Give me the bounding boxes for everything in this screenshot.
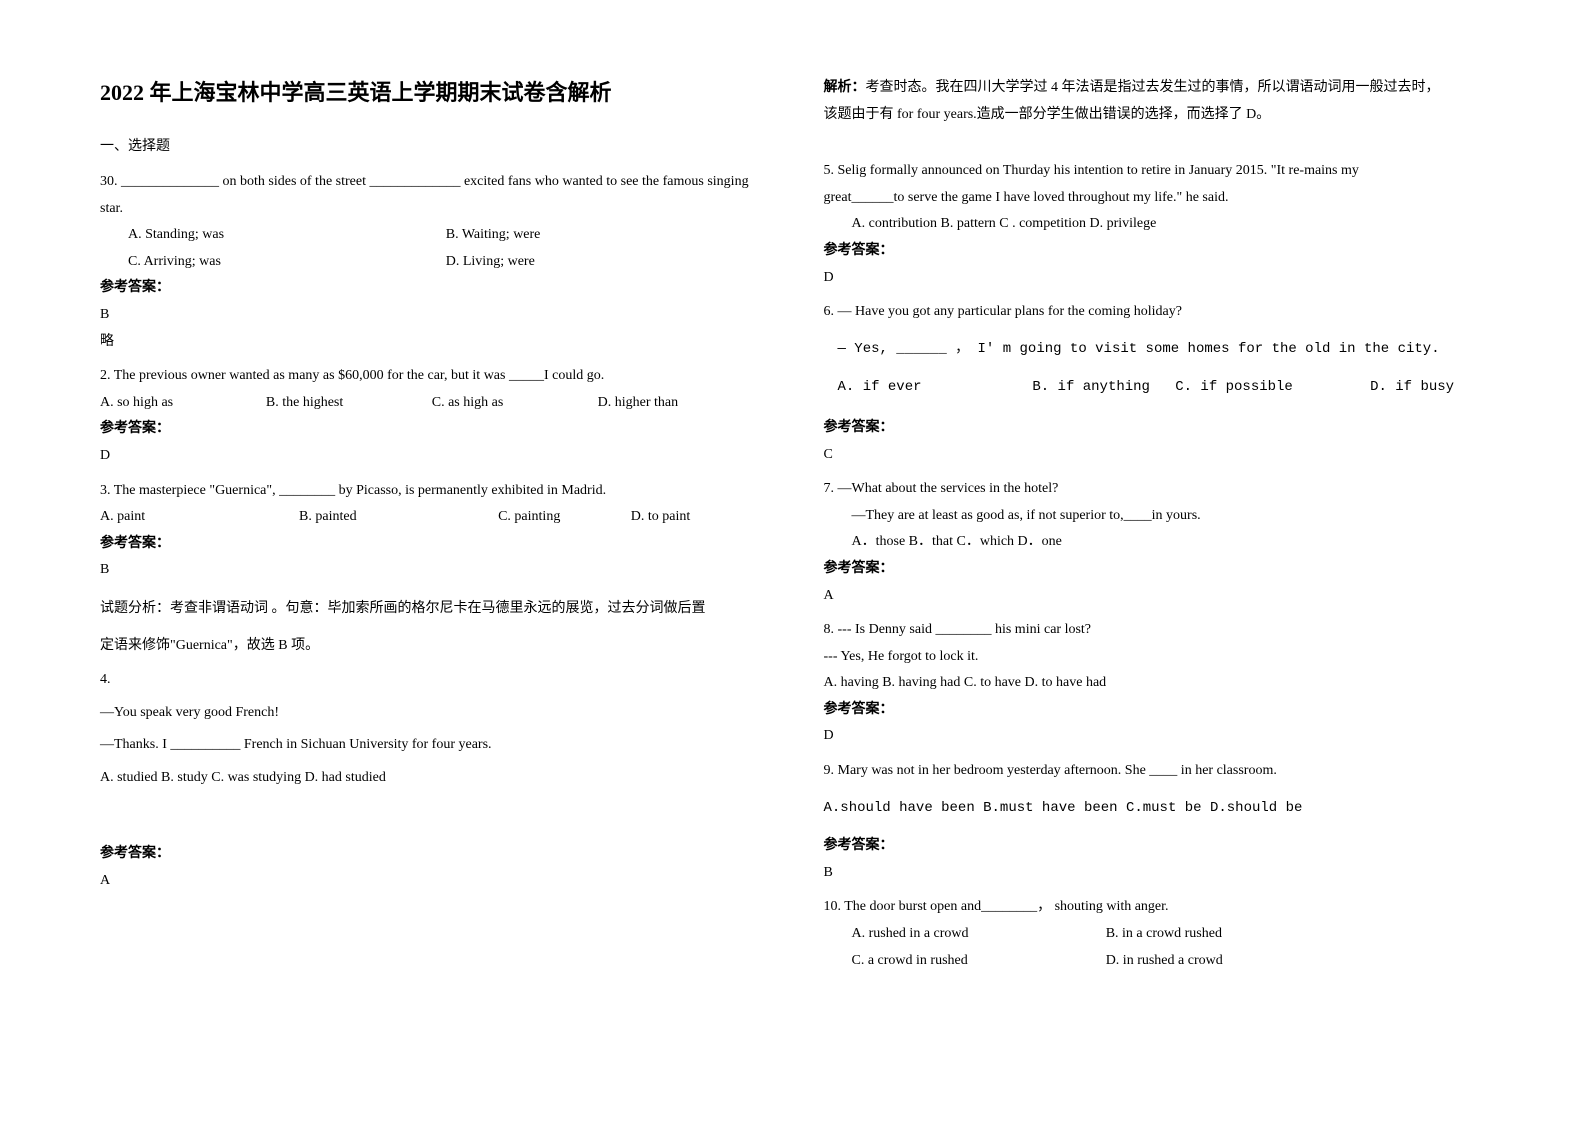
options-line: A. having B. having had C. to have D. to…: [824, 670, 1488, 697]
option-b: B. in a crowd rushed: [1106, 921, 1222, 948]
options-line: A. contribution B. pattern C . competiti…: [824, 211, 1488, 238]
option-a: A. Standing; was: [128, 222, 446, 249]
option-row: C. Arriving; was D. Living; were: [100, 249, 764, 276]
question-text: 10. The door burst open and________， sho…: [824, 894, 1488, 921]
question-30: 30. ______________ on both sides of the …: [100, 169, 764, 355]
dialog-line: —Thanks. I __________ French in Sichuan …: [100, 732, 764, 759]
option-c: C. as high as: [432, 390, 598, 417]
question-text: 9. Mary was not in her bedroom yesterday…: [824, 758, 1488, 785]
answer-value: B: [824, 860, 1488, 887]
option-row: A. Standing; was B. Waiting; were: [100, 222, 764, 249]
option-row: A. rushed in a crowd B. in a crowd rushe…: [824, 921, 1488, 948]
dialog-line: — Yes, ______ ， I' m going to visit some…: [824, 336, 1488, 363]
question-text: 3. The masterpiece "Guernica", ________ …: [100, 478, 764, 505]
question-text: 5. Selig formally announced on Thurday h…: [824, 158, 1488, 185]
question-3: 3. The masterpiece "Guernica", ________ …: [100, 478, 764, 660]
answer-label: 参考答案：: [824, 556, 1488, 583]
option-d: D. higher than: [598, 390, 764, 417]
page-root: 2022 年上海宝林中学高三英语上学期期末试卷含解析 一、选择题 30. ___…: [100, 75, 1487, 982]
option-c: C. a crowd in rushed: [852, 948, 1106, 975]
question-text: great______to serve the game I have love…: [824, 185, 1488, 212]
option-b: B. Waiting; were: [446, 222, 764, 249]
doc-title: 2022 年上海宝林中学高三英语上学期期末试卷含解析: [100, 75, 764, 107]
answer-value: C: [824, 442, 1488, 469]
question-8: 8. --- Is Denny said ________ his mini c…: [824, 617, 1488, 750]
explain-line: 定语来修饰"Guernica"，故选 B 项。: [100, 633, 764, 660]
option-d: D. in rushed a crowd: [1106, 948, 1223, 975]
question-4: 4. —You speak very good French! —Thanks.…: [100, 667, 764, 895]
answer-label: 参考答案：: [824, 833, 1488, 860]
answer-value: D: [824, 265, 1488, 292]
question-6: 6. — Have you got any particular plans f…: [824, 299, 1488, 468]
option-c: C. painting: [498, 504, 631, 531]
option-row: C. a crowd in rushed D. in rushed a crow…: [824, 948, 1488, 975]
left-column: 2022 年上海宝林中学高三英语上学期期末试卷含解析 一、选择题 30. ___…: [100, 75, 764, 982]
option-b: B. the highest: [266, 390, 432, 417]
question-text: 7. —What about the services in the hotel…: [824, 476, 1488, 503]
right-column: 解析：考查时态。我在四川大学学过 4 年法语是指过去发生过的事情，所以谓语动词用…: [824, 75, 1488, 982]
options-line: A.should have been B.must have been C.mu…: [824, 795, 1488, 822]
question-10: 10. The door burst open and________， sho…: [824, 894, 1488, 974]
option-a: A. so high as: [100, 390, 266, 417]
explain-label: 解析：: [824, 80, 866, 95]
options-line: A. studied B. study C. was studying D. h…: [100, 765, 764, 792]
answer-note: 略: [100, 329, 764, 356]
answer-value: D: [100, 443, 764, 470]
question-7: 7. —What about the services in the hotel…: [824, 476, 1488, 609]
answer-label: 参考答案：: [100, 531, 764, 558]
option-a: A. rushed in a crowd: [852, 921, 1106, 948]
explain-text: 考查时态。我在四川大学学过 4 年法语是指过去发生过的事情，所以谓语动词用一般过…: [866, 80, 1440, 95]
question-num: 4.: [100, 667, 764, 694]
option-d: D. if busy: [1370, 374, 1487, 401]
explain-line: 解析：考查时态。我在四川大学学过 4 年法语是指过去发生过的事情，所以谓语动词用…: [824, 75, 1488, 102]
option-c: C. Arriving; was: [128, 249, 446, 276]
option-row: A. paint B. painted C. painting D. to pa…: [100, 504, 764, 531]
question-text: 6. — Have you got any particular plans f…: [824, 299, 1488, 326]
question-text: 30. ______________ on both sides of the …: [100, 169, 764, 222]
question-9: 9. Mary was not in her bedroom yesterday…: [824, 758, 1488, 886]
explain-line: 该题由于有 for four years.造成一部分学生做出错误的选择，而选择了…: [824, 102, 1488, 129]
answer-label: 参考答案：: [100, 841, 764, 868]
question-2: 2. The previous owner wanted as many as …: [100, 363, 764, 469]
dialog-line: —You speak very good French!: [100, 700, 764, 727]
question-text: 2. The previous owner wanted as many as …: [100, 363, 764, 390]
dialog-line: --- Yes, He forgot to lock it.: [824, 644, 1488, 671]
option-b: B. painted: [299, 504, 498, 531]
section-heading: 一、选择题: [100, 135, 764, 155]
answer-label: 参考答案：: [824, 415, 1488, 442]
question-5: 5. Selig formally announced on Thurday h…: [824, 158, 1488, 291]
option-a: A. paint: [100, 504, 299, 531]
answer-value: B: [100, 302, 764, 329]
answer-label: 参考答案：: [100, 275, 764, 302]
explain-block: 解析：考查时态。我在四川大学学过 4 年法语是指过去发生过的事情，所以谓语动词用…: [824, 75, 1488, 128]
dialog-line: —They are at least as good as, if not su…: [824, 503, 1488, 530]
answer-label: 参考答案：: [100, 416, 764, 443]
answer-label: 参考答案：: [824, 238, 1488, 265]
options-line: A．those B．that C．which D．one: [824, 529, 1488, 556]
answer-value: D: [824, 723, 1488, 750]
answer-value: A: [100, 868, 764, 895]
option-b: B. if anything: [1032, 374, 1175, 401]
option-d: D. to paint: [631, 504, 764, 531]
answer-value: A: [824, 583, 1488, 610]
explain-line: 试题分析：考查非谓语动词 。句意：毕加索所画的格尔尼卡在马德里永远的展览，过去分…: [100, 596, 764, 623]
option-d: D. Living; were: [446, 249, 764, 276]
option-a: A. if ever: [838, 374, 1033, 401]
answer-value: B: [100, 557, 764, 584]
option-row: A. so high as B. the highest C. as high …: [100, 390, 764, 417]
option-c: C. if possible: [1175, 374, 1370, 401]
question-text: 8. --- Is Denny said ________ his mini c…: [824, 617, 1488, 644]
answer-label: 参考答案：: [824, 697, 1488, 724]
option-row: A. if ever B. if anything C. if possible…: [824, 374, 1488, 401]
